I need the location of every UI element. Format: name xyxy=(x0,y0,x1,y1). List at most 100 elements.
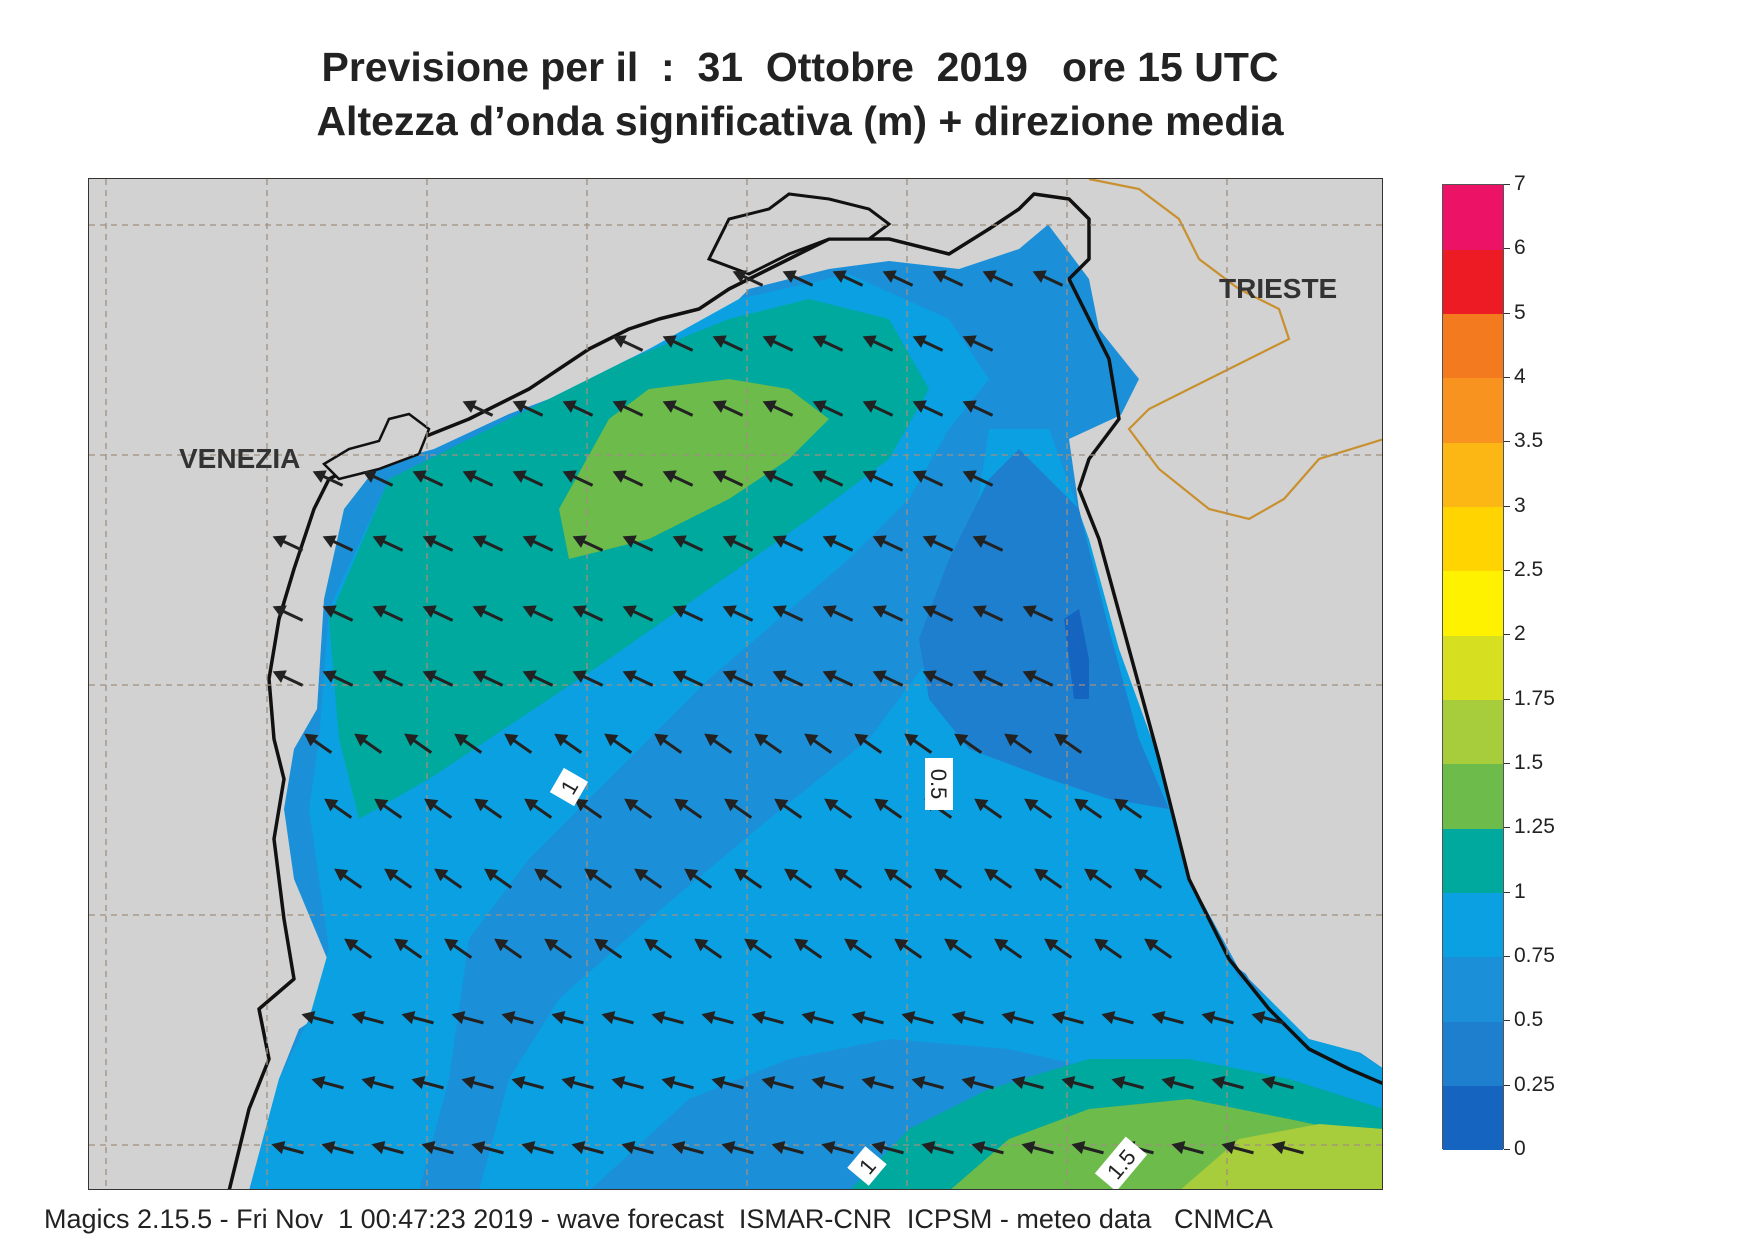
wave-direction-arrowhead xyxy=(944,938,959,952)
wave-direction-arrowhead xyxy=(1101,1010,1116,1025)
wave-direction-arrowhead xyxy=(912,470,927,483)
wave-direction-arrowhead xyxy=(404,733,419,747)
wave-direction-arrowhead xyxy=(324,798,339,812)
contour-label-1-a: 1 xyxy=(549,767,589,807)
wave-direction-arrowhead xyxy=(722,605,737,618)
wave-direction-arrowhead xyxy=(1004,733,1019,747)
lagoon-islands xyxy=(321,412,431,481)
wave-direction-arrowhead xyxy=(712,335,727,348)
wave-direction-arrowhead xyxy=(304,733,319,747)
wave-direction-arrowhead xyxy=(572,605,587,618)
legend-band xyxy=(1443,378,1503,443)
legend-band xyxy=(1443,249,1503,315)
national-border xyxy=(1088,179,1382,521)
wave-direction-arrowhead xyxy=(762,400,777,413)
map-title-line1: Previsione per il : 31 Ottobre 2019 ore … xyxy=(321,44,1279,90)
wave-direction-arrowhead xyxy=(504,733,519,747)
wave-direction-arrowhead xyxy=(754,733,769,747)
legend-band xyxy=(1443,1085,1503,1151)
wave-direction-arrowhead xyxy=(782,270,797,283)
wave-direction-arrowhead xyxy=(722,535,737,548)
wave-direction-arrowhead xyxy=(712,400,727,413)
wave-direction-arrowhead xyxy=(1171,1140,1186,1155)
wave-direction-arrowhead xyxy=(801,1010,816,1025)
wave-direction-arrowhead xyxy=(301,1010,316,1025)
wave-direction-arrowhead xyxy=(401,1010,416,1025)
land-north-east xyxy=(649,179,1382,1059)
legend-tick-label: 3.5 xyxy=(1514,429,1544,453)
wave-direction-arrowhead xyxy=(562,400,577,413)
wave-direction-arrowhead xyxy=(1044,938,1059,952)
wave-direction-arrowhead xyxy=(921,1140,936,1155)
sea-1.25-1.5 xyxy=(559,379,829,559)
wave-direction-arrowhead xyxy=(1161,1075,1176,1090)
wave-direction-arrowhead xyxy=(984,868,999,882)
sea-south-1.5 xyxy=(1181,1124,1382,1189)
wave-direction-arrowhead xyxy=(1144,938,1159,952)
map-canvas: 1 0.5 1 1.5 xyxy=(89,179,1382,1189)
wave-direction-arrowhead xyxy=(912,335,927,348)
wave-direction-arrowhead xyxy=(974,798,989,812)
wave-direction-arrowhead xyxy=(1084,868,1099,882)
wave-direction-arrowhead xyxy=(821,1140,836,1155)
legend-tick-label: 0 xyxy=(1514,1137,1526,1160)
wave-direction-arrowhead xyxy=(454,733,469,747)
legend-band xyxy=(1443,764,1503,829)
north-coast-bumps xyxy=(706,192,892,276)
wave-direction-arrowhead xyxy=(312,470,327,483)
wave-direction-arrowhead xyxy=(1034,868,1049,882)
wave-direction-arrowhead xyxy=(662,400,677,413)
wave-direction-arrowhead xyxy=(922,670,937,683)
wave-direction-arrowhead xyxy=(672,535,687,548)
wave-direction-arrowhead xyxy=(684,868,699,882)
wave-direction-arrowhead xyxy=(804,733,819,747)
wave-direction-arrowhead xyxy=(701,1010,716,1025)
city-label-trieste: TRIESTE xyxy=(1219,273,1338,304)
land-west xyxy=(89,179,649,1189)
wave-direction-arrowhead xyxy=(661,1075,676,1090)
wave-direction-arrowhead xyxy=(774,798,789,812)
wave-direction-arrowhead xyxy=(1251,1010,1266,1025)
wave-direction-arrowhead xyxy=(374,798,389,812)
legend-tick-label: 4 xyxy=(1514,365,1526,388)
wave-direction-arrowhead xyxy=(694,938,709,952)
wave-direction-arrowhead xyxy=(1114,798,1129,812)
wave-direction-arrowhead xyxy=(1061,1075,1076,1090)
wave-direction-arrowhead xyxy=(871,1140,886,1155)
wave-direction-arrowhead xyxy=(744,938,759,952)
wave-direction-arrowhead xyxy=(771,1140,786,1155)
wave-direction-arrowhead xyxy=(1221,1140,1236,1155)
wave-direction-arrowhead xyxy=(354,733,369,747)
wave-direction-arrowhead xyxy=(671,1140,686,1155)
wave-direction-arrowhead xyxy=(672,670,687,683)
wave-direction-arrowhead xyxy=(982,270,997,283)
wave-direction-arrowhead xyxy=(672,605,687,618)
wave-direction-arrowhead xyxy=(761,1075,776,1090)
wave-direction-arrowhead xyxy=(1051,1010,1066,1025)
wave-direction-arrowhead xyxy=(834,868,849,882)
city-label-venezia: VENEZIA xyxy=(179,443,301,474)
wave-direction-arrowhead xyxy=(372,535,387,548)
wave-direction-arrowhead xyxy=(644,938,659,952)
wave-direction-arrowhead xyxy=(562,470,577,483)
wave-direction-arrowhead xyxy=(911,1075,926,1090)
wave-direction-arrowhead xyxy=(972,670,987,683)
wave-direction-arrowhead xyxy=(922,605,937,618)
wave-direction-arrowhead xyxy=(424,798,439,812)
wave-direction-arrowhead xyxy=(272,535,287,548)
wave-direction-arrowhead xyxy=(1094,938,1109,952)
wave-direction-arrowhead xyxy=(362,470,377,483)
legend-band xyxy=(1443,892,1503,958)
wave-direction-arrowhead xyxy=(951,1010,966,1025)
wave-direction-arrowhead xyxy=(872,535,887,548)
legend-band xyxy=(1443,571,1503,636)
wave-direction-arrowhead xyxy=(912,400,927,413)
wave-direction-arrowhead xyxy=(422,605,437,618)
wave-direction-arrowhead xyxy=(961,1075,976,1090)
legend-tick-label: 6 xyxy=(1514,236,1526,260)
wave-direction-arrowhead xyxy=(904,733,919,747)
wave-direction-arrowhead xyxy=(634,868,649,882)
wave-direction-arrowhead xyxy=(832,270,847,283)
wave-direction-arrowhead xyxy=(1074,798,1089,812)
wave-direction-arrowhead xyxy=(612,470,627,483)
